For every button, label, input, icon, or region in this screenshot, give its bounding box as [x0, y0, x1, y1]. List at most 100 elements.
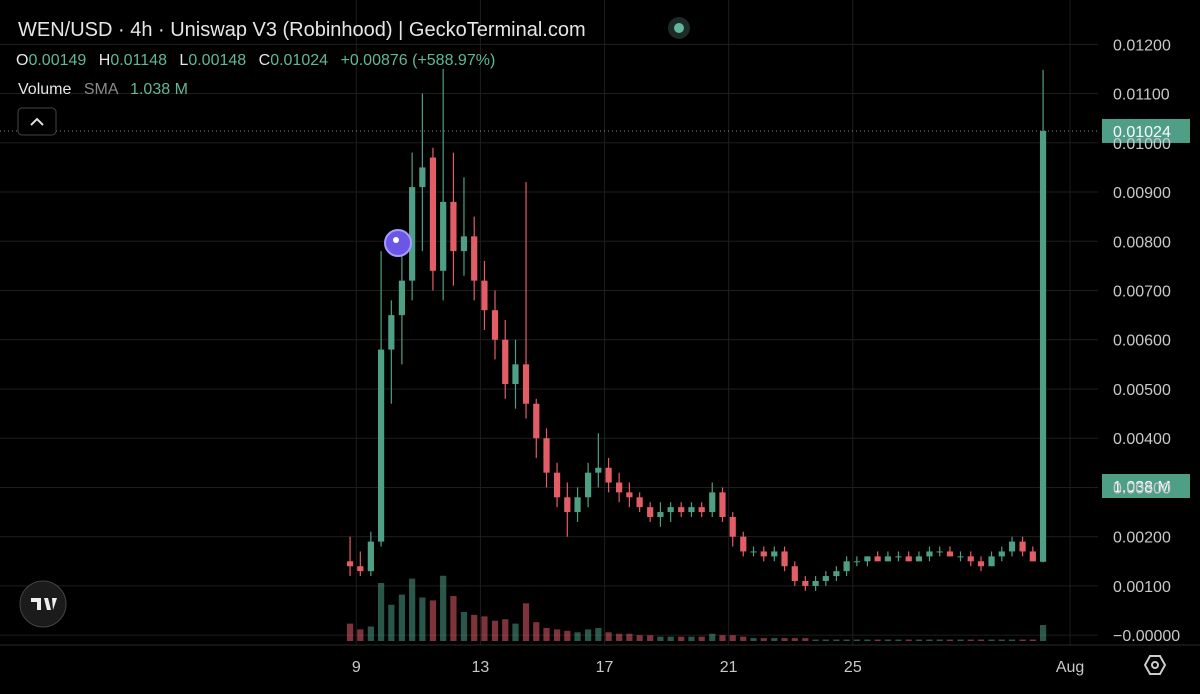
candle-body [957, 556, 964, 558]
candle-body [564, 497, 571, 513]
volume-bar [1019, 639, 1026, 641]
volume-bar [636, 635, 643, 641]
volume-bar [822, 639, 829, 641]
candle-body [688, 507, 695, 513]
volume-bar [967, 639, 974, 641]
logo-mark[interactable] [31, 598, 57, 610]
volume-bar [1039, 625, 1047, 641]
volume-bar [729, 635, 736, 641]
volume-bar [688, 636, 695, 641]
candle-body [595, 467, 602, 473]
candle-body [709, 492, 716, 513]
volume-bar [709, 633, 716, 641]
ohlc-legend: O0.00149 H0.01148 L0.00148 C0.01024 +0.0… [16, 52, 495, 69]
volume-bar [812, 639, 819, 641]
candle-body [481, 280, 488, 311]
candle-body [988, 556, 995, 567]
candle-body [1029, 551, 1036, 562]
volume-bar [998, 639, 1005, 641]
volume-bar [429, 600, 437, 641]
volume-bar [481, 616, 488, 641]
candle-body [357, 566, 364, 572]
volume-bar [957, 639, 964, 641]
ohlc-key: H [99, 52, 111, 69]
event-icon[interactable] [393, 237, 399, 243]
candle-body [512, 364, 519, 385]
volume-bar [719, 635, 726, 641]
candle-body [398, 280, 405, 316]
candle-body [409, 187, 416, 281]
candle-body [574, 497, 581, 513]
sma-value: 1.038 M [130, 81, 188, 98]
y-tick-label: 0.00700 [1113, 283, 1171, 300]
volume-bar [419, 597, 426, 641]
volume-bar [512, 623, 519, 641]
button-frame[interactable] [17, 107, 57, 136]
volume-bar [678, 636, 685, 641]
candle-body [895, 556, 902, 558]
last-price-box [1102, 118, 1190, 143]
candle-body [864, 556, 871, 562]
candle-body [460, 236, 468, 252]
candle-body [967, 556, 974, 562]
ohlc-key: O [16, 52, 28, 69]
settings[interactable] [1143, 655, 1167, 675]
x-tick-label: 13 [472, 659, 490, 676]
ohlc-value: 0.00148 [188, 52, 246, 69]
chevron[interactable] [30, 117, 44, 126]
candle-body [471, 236, 478, 281]
volume-bar [471, 614, 478, 641]
sma-label: SMA [84, 81, 119, 98]
volume-bar [884, 639, 891, 641]
candle-body [822, 576, 829, 581]
change: +0.00876 (+588.97%) [340, 52, 495, 69]
volume-legend: Volume SMA 1.038 M [18, 81, 188, 98]
volume-bar [771, 638, 778, 641]
event-circle[interactable] [384, 229, 412, 257]
volume-bar [450, 596, 457, 641]
volume-bar [409, 578, 416, 641]
last-price-label: 0.01024 [1113, 124, 1171, 141]
candle-body [915, 556, 923, 562]
candle-body [946, 551, 954, 557]
volume-bar [616, 633, 623, 641]
settings-icon[interactable] [1143, 655, 1167, 675]
y-tick-label: 0.00800 [1113, 234, 1171, 251]
candle-body [440, 201, 447, 271]
ohlc-value: 0.01148 [110, 52, 167, 69]
volume-bar [357, 629, 364, 641]
x-tick-label: 9 [352, 659, 361, 676]
candle-body [1039, 130, 1047, 562]
candle-body [657, 512, 664, 517]
volume-bar [802, 638, 809, 641]
candle-body [729, 516, 736, 537]
y-tick-label: 0.01200 [1113, 37, 1171, 54]
volume-bar [440, 575, 447, 641]
candle-body [998, 551, 1005, 557]
candle-body [1019, 541, 1026, 552]
candle-body [977, 561, 985, 567]
volume-bar [647, 635, 654, 641]
volume-bar [553, 629, 561, 641]
volume-label: Volume [18, 81, 71, 98]
y-tick-label: 0.00400 [1113, 431, 1171, 448]
volume-bar [864, 639, 871, 641]
settings-dot[interactable] [1151, 661, 1159, 669]
event-marker[interactable] [384, 229, 412, 257]
collapse-button[interactable] [17, 107, 57, 136]
tv-logo[interactable] [19, 580, 67, 628]
volume-bar [1008, 639, 1016, 641]
volume-bar [698, 636, 705, 641]
logo-circle[interactable] [19, 580, 67, 628]
candle-body [678, 507, 685, 513]
volume-bar [667, 636, 674, 641]
candle-body [585, 472, 592, 498]
candle-body [698, 507, 705, 513]
y-tick-label: 0.01000 [1113, 136, 1171, 153]
volume-bar [460, 612, 468, 641]
x-tick-label: 25 [844, 659, 862, 676]
y-tick-label: 0.01100 [1113, 87, 1170, 104]
candle-body [760, 551, 767, 557]
candle-body [781, 551, 788, 567]
